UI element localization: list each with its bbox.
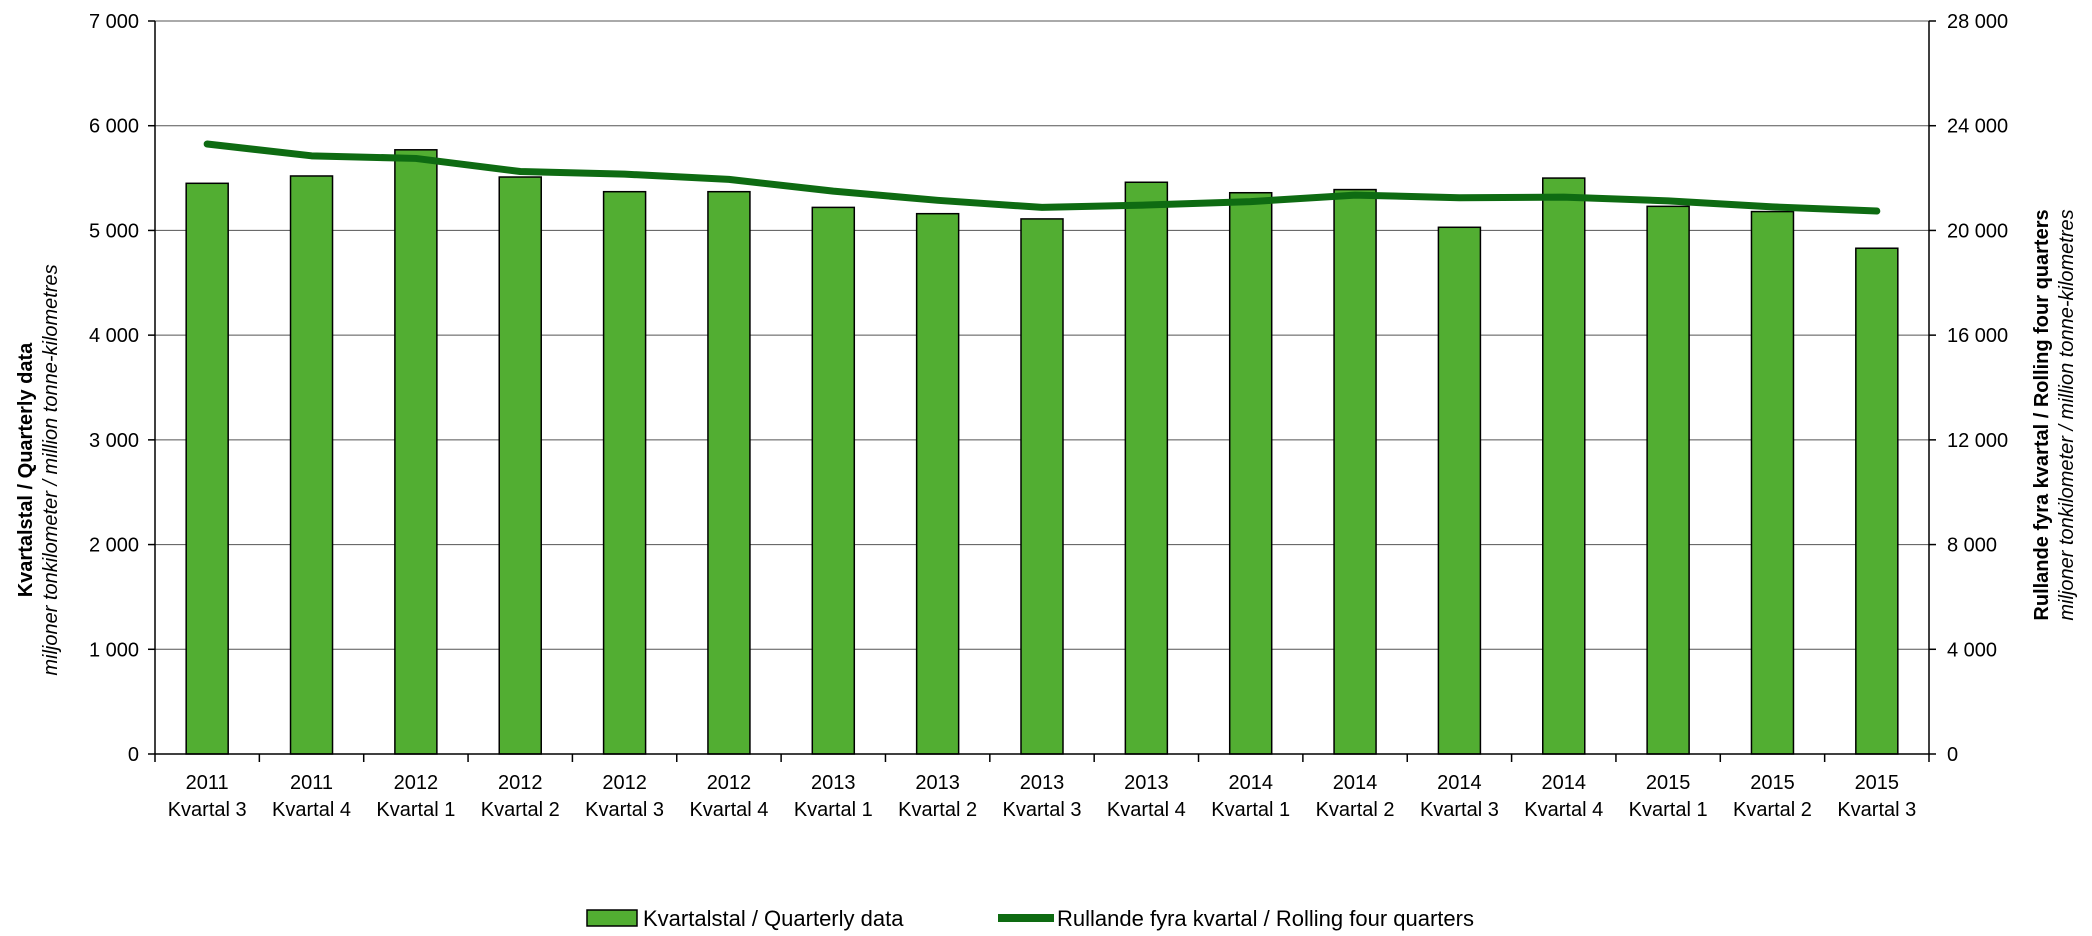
category-year-label: 2012 [602,772,647,794]
right-tick-label: 28 000 [1947,11,2008,33]
axes [148,20,1936,762]
bar [498,176,542,755]
category-year-label: 2012 [394,772,439,794]
category-quarter-label: Kvartal 4 [1524,799,1603,821]
left-tick-label: 3 000 [89,430,139,452]
bar [1437,226,1482,755]
category-year-label: 2013 [1020,772,1065,794]
category-year-label: 2015 [1646,772,1691,794]
category-quarter-label: Kvartal 3 [585,799,664,821]
left-axis-subtitle: miljoner tonkilometer / million tonne-ki… [40,264,62,675]
left-tick-label: 2 000 [89,535,139,557]
bar [289,175,334,755]
left-axis-ticks: 0 1 000 2 000 3 000 4 000 5 000 6 000 7 000 [89,11,139,766]
category-quarter-label: Kvartal 4 [1107,799,1186,821]
line-series [203,140,1881,215]
right-tick-label: 8 000 [1947,535,1997,557]
category-quarter-label: Kvartal 3 [168,799,247,821]
right-axis-ticks: 0 4 000 8 000 12 000 16 000 20 000 24 000 28 00… [1947,11,2008,766]
bar [1228,191,1273,755]
right-tick-label: 20 000 [1947,220,2008,242]
category-year-label: 2014 [1228,772,1273,794]
category-quarter-label: Kvartal 1 [1629,799,1708,821]
left-tick-label: 1 000 [89,639,139,661]
legend-line-label: Rullande fyra kvartal / Rolling four qua… [1057,906,1474,931]
category-quarter-label: Kvartal 2 [898,799,977,821]
category-year-label: 2015 [1750,772,1795,794]
left-tick-label: 6 000 [89,116,139,138]
right-axis-subtitle: miljoner tonkilometer / million tonne-ki… [2056,209,2078,620]
right-tick-label: 12 000 [1947,430,2008,452]
category-year-label: 2012 [707,772,752,794]
legend: Kvartalstal / Quarterly data Rullande fy… [586,906,1474,931]
right-tick-label: 16 000 [1947,325,2008,347]
category-quarter-label: Kvartal 2 [1733,799,1812,821]
category-quarter-label: Kvartal 1 [1211,799,1290,821]
category-year-label: 2011 [186,772,229,794]
category-quarter-label: Kvartal 4 [272,799,351,821]
category-year-label: 2013 [1124,772,1169,794]
bar [1020,218,1064,755]
category-quarter-label: Kvartal 1 [794,799,873,821]
bar [185,182,229,755]
legend-bar-label: Kvartalstal / Quarterly data [643,906,904,931]
category-year-label: 2012 [498,772,543,794]
category-year-label: 2013 [811,772,856,794]
bar [915,212,960,755]
right-tick-label: 0 [1947,744,1958,766]
category-year-label: 2014 [1333,772,1378,794]
category-year-label: 2014 [1437,772,1482,794]
right-tick-label: 4 000 [1947,639,1997,661]
category-quarter-label: Kvartal 4 [689,799,768,821]
bar [1542,177,1586,755]
category-quarter-label: Kvartal 3 [1837,799,1916,821]
left-tick-label: 5 000 [89,220,139,242]
left-axis-title: Kvartalstal / Quarterly data [15,342,37,597]
left-tick-label: 0 [128,744,139,766]
category-quarter-label: Kvartal 3 [1003,799,1082,821]
rolling-line [203,140,1881,215]
category-year-label: 2015 [1855,772,1900,794]
category-quarter-label: Kvartal 3 [1420,799,1499,821]
right-axis-title: Rullande fyra kvartal / Rolling four qua… [2031,209,2053,620]
bar [394,149,438,755]
bar [602,190,647,755]
bar [1646,205,1690,755]
right-tick-label: 24 000 [1947,116,2008,138]
category-quarter-label: Kvartal 2 [1316,799,1395,821]
category-year-label: 2014 [1542,772,1587,794]
category-quarter-label: Kvartal 2 [481,799,560,821]
bar [1855,247,1899,755]
left-tick-label: 7 000 [89,11,139,33]
bar [707,190,751,755]
bar [811,206,856,755]
bar [1124,181,1169,755]
left-tick-label: 4 000 [89,325,139,347]
bar [1750,210,1795,755]
bar-series [185,149,1899,755]
category-year-label: 2011 [290,772,333,794]
bar [1333,188,1377,755]
category-year-label: 2013 [915,772,960,794]
legend-bar-swatch [586,909,638,927]
category-quarter-label: Kvartal 1 [376,799,455,821]
category-labels: 2011 Kvartal 3 2011 Kvartal 4 2012 Kvartal 1 2… [168,772,1917,821]
